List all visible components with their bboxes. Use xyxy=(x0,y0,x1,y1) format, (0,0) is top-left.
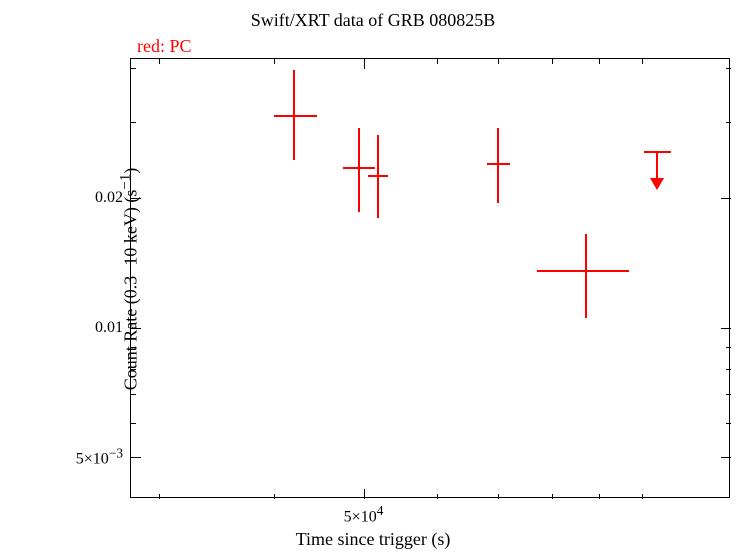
error-bar-y xyxy=(585,234,587,319)
upper-limit-arrow-icon xyxy=(650,178,664,190)
error-bar-x xyxy=(537,270,630,272)
y-tick-label: 5×10−3 xyxy=(76,446,131,469)
chart-title: Swift/XRT data of GRB 080825B xyxy=(0,10,746,31)
y-tick-label: 0.02 xyxy=(95,189,131,207)
x-tick-label: 5×104 xyxy=(344,497,384,526)
error-bar-x xyxy=(274,115,317,117)
legend-label: red: PC xyxy=(137,36,192,57)
x-axis-label: Time since trigger (s) xyxy=(0,529,746,550)
error-bar-y xyxy=(358,128,360,212)
error-bar-x xyxy=(343,167,375,169)
upper-limit-arrow-shaft xyxy=(656,152,658,180)
plot-area: 5×1045×10−30.010.02 xyxy=(130,58,730,498)
error-bar-x xyxy=(487,163,510,165)
error-bar-y xyxy=(497,128,499,202)
y-tick-label: 0.01 xyxy=(95,319,131,337)
error-bar-x xyxy=(368,175,389,177)
chart-container: Swift/XRT data of GRB 080825B red: PC Co… xyxy=(0,0,746,558)
